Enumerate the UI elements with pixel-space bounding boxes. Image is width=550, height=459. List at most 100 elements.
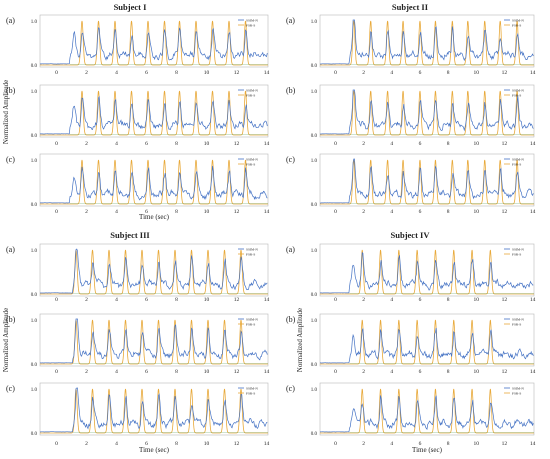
y-axis-title: Normalized Amplitude bbox=[2, 308, 10, 372]
x-tick-label: 12 bbox=[502, 297, 508, 303]
legend-label: SSIM-N bbox=[246, 19, 258, 23]
x-tick-label: 10 bbox=[204, 209, 210, 215]
y-tick-label: 0.0 bbox=[31, 134, 38, 139]
panel-label: (c) bbox=[286, 155, 295, 164]
x-tick-label: 8 bbox=[447, 70, 450, 76]
y-tick-label: 1.0 bbox=[31, 159, 38, 164]
x-tick-label: 0 bbox=[334, 441, 337, 447]
y-tick-label: 1.0 bbox=[31, 90, 38, 95]
measured-line bbox=[319, 89, 534, 135]
x-tick-label: 6 bbox=[145, 297, 148, 303]
x-tick-label: 12 bbox=[502, 209, 508, 215]
measured-line bbox=[40, 95, 268, 135]
x-tick-label: 10 bbox=[474, 141, 480, 147]
x-tick-label: 10 bbox=[474, 70, 480, 76]
y-axis-title: Normalized Amplitude bbox=[2, 80, 10, 144]
x-tick-label: 10 bbox=[474, 369, 480, 375]
y-tick-label: 0.0 bbox=[31, 293, 38, 298]
x-tick-label: 6 bbox=[419, 297, 422, 303]
x-tick-label: 14 bbox=[264, 441, 270, 447]
y-tick-label: 1.0 bbox=[311, 388, 318, 393]
panel-label: (b) bbox=[6, 86, 16, 95]
x-tick-label: 0 bbox=[55, 441, 58, 447]
x-tick-label: 12 bbox=[234, 209, 240, 215]
x-tick-label: 2 bbox=[85, 141, 88, 147]
x-tick-label: 12 bbox=[502, 141, 508, 147]
legend-label: FSR-S bbox=[246, 392, 255, 396]
x-tick-label: 8 bbox=[175, 141, 178, 147]
panel-frame bbox=[319, 382, 535, 436]
reference-line bbox=[40, 20, 268, 66]
legend-label: FSR-S bbox=[512, 323, 521, 327]
measured-line bbox=[320, 395, 534, 433]
panel-label: (b) bbox=[286, 86, 296, 95]
x-tick-label: 4 bbox=[390, 141, 393, 147]
reference-line bbox=[320, 249, 534, 295]
x-tick-label: 6 bbox=[419, 141, 422, 147]
measured-line bbox=[320, 252, 534, 294]
legend-label: FSR-S bbox=[512, 253, 521, 257]
x-tick-label: 6 bbox=[419, 441, 422, 447]
measured-line bbox=[319, 19, 534, 65]
x-tick-label: 10 bbox=[474, 297, 480, 303]
y-axis-title: Normalized Amplitude bbox=[296, 308, 304, 372]
measured-line bbox=[40, 165, 268, 204]
x-tick-label: 10 bbox=[474, 209, 480, 215]
legend-label: FSR-S bbox=[512, 94, 521, 98]
x-tick-label: 10 bbox=[204, 141, 210, 147]
x-tick-label: 4 bbox=[115, 297, 118, 303]
y-tick-label: 1.0 bbox=[311, 159, 318, 164]
legend-label: FSR-S bbox=[246, 24, 255, 28]
legend-label: SSIM-N bbox=[246, 387, 258, 391]
x-tick-label: 12 bbox=[234, 441, 240, 447]
x-tick-label: 12 bbox=[234, 141, 240, 147]
y-tick-label: 1.0 bbox=[31, 20, 38, 25]
x-tick-label: 0 bbox=[334, 209, 337, 215]
x-tick-label: 4 bbox=[390, 297, 393, 303]
x-tick-label: 14 bbox=[264, 141, 270, 147]
x-tick-label: 0 bbox=[55, 369, 58, 375]
x-tick-label: 6 bbox=[145, 369, 148, 375]
panel-label: (c) bbox=[6, 155, 15, 164]
x-tick-label: 2 bbox=[362, 209, 365, 215]
x-tick-label: 12 bbox=[502, 369, 508, 375]
x-tick-label: 14 bbox=[530, 209, 536, 215]
panel-label: (b) bbox=[286, 315, 296, 324]
x-tick-label: 14 bbox=[530, 70, 536, 76]
legend-label: SSIM-N bbox=[512, 248, 524, 252]
x-tick-label: 14 bbox=[530, 441, 536, 447]
y-tick-label: 0.0 bbox=[31, 363, 38, 368]
panel-frame bbox=[39, 153, 269, 207]
subject-title: Subject III bbox=[110, 230, 150, 240]
x-tick-label: 2 bbox=[362, 70, 365, 76]
y-tick-label: 0.0 bbox=[311, 203, 318, 208]
x-axis-title: Time (sec) bbox=[139, 446, 170, 454]
x-tick-label: 2 bbox=[85, 70, 88, 76]
legend-label: SSIM-N bbox=[512, 19, 524, 23]
x-tick-label: 4 bbox=[115, 441, 118, 447]
legend-label: SSIM-N bbox=[246, 318, 258, 322]
measured-line bbox=[320, 327, 534, 364]
x-tick-label: 4 bbox=[390, 441, 393, 447]
panel-frame bbox=[319, 14, 535, 68]
x-tick-label: 0 bbox=[55, 70, 58, 76]
x-tick-label: 2 bbox=[85, 209, 88, 215]
measured-line bbox=[319, 158, 534, 204]
panel-frame bbox=[319, 84, 535, 138]
x-tick-label: 8 bbox=[175, 209, 178, 215]
x-tick-label: 2 bbox=[85, 441, 88, 447]
legend-label: SSIM-N bbox=[512, 158, 524, 162]
panel-frame bbox=[319, 313, 535, 367]
y-tick-label: 0.0 bbox=[311, 293, 318, 298]
x-tick-label: 4 bbox=[390, 369, 393, 375]
x-tick-label: 8 bbox=[175, 297, 178, 303]
